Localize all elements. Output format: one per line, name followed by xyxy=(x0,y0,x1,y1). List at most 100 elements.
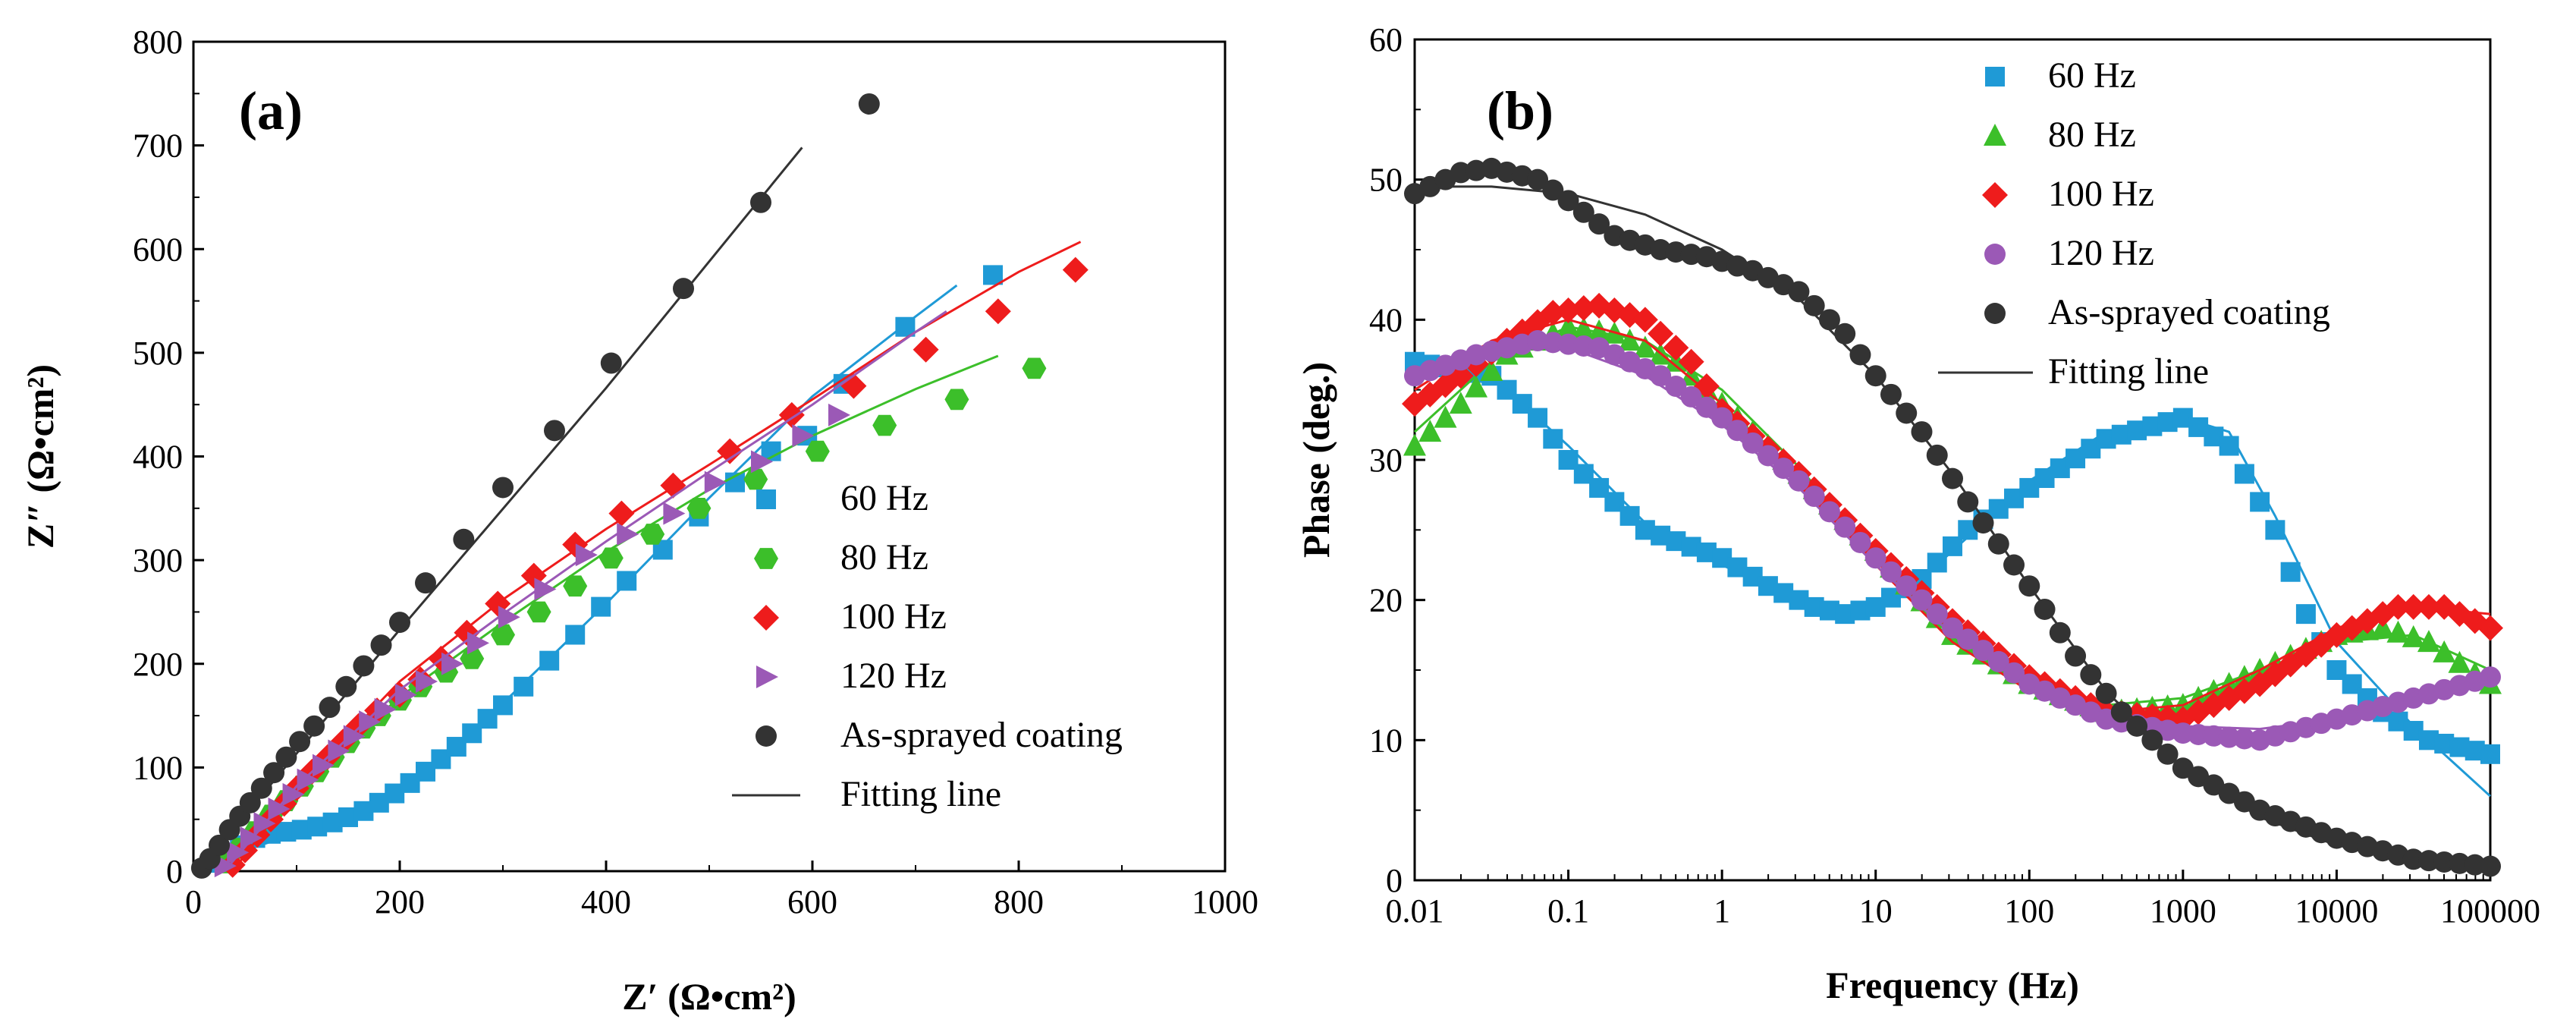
data-point xyxy=(289,731,311,753)
data-point xyxy=(2003,662,2025,684)
data-point xyxy=(1880,383,1902,405)
y-tick-label: 500 xyxy=(133,335,183,372)
data-point xyxy=(2449,852,2471,874)
x-tick-label: 0.1 xyxy=(1547,892,1589,930)
data-point xyxy=(491,624,515,646)
data-point xyxy=(2218,726,2240,748)
data-point xyxy=(275,746,297,768)
data-point xyxy=(1555,297,1582,324)
series-4 xyxy=(1404,157,2501,877)
y-tick-label: 300 xyxy=(133,542,183,579)
legend-marker xyxy=(756,725,777,747)
data-point xyxy=(227,841,250,864)
data-point xyxy=(2295,604,2316,625)
data-point xyxy=(751,450,773,474)
data-point xyxy=(1557,314,1580,337)
data-point xyxy=(1663,335,1689,361)
y-tick-label: 800 xyxy=(133,24,183,61)
legend-label: Fitting line xyxy=(2048,351,2209,392)
data-point xyxy=(2003,554,2025,576)
legend-marker xyxy=(753,605,779,631)
y-tick-label: 100 xyxy=(133,749,183,786)
data-point xyxy=(750,191,771,213)
data-point xyxy=(493,695,513,716)
data-point xyxy=(2415,593,2442,620)
data-point xyxy=(1465,375,1488,398)
data-point xyxy=(415,572,436,594)
data-point xyxy=(1926,603,1948,625)
data-point xyxy=(1987,650,2009,672)
legend-label: 120 Hz xyxy=(2048,233,2154,273)
data-point xyxy=(704,470,727,494)
data-point xyxy=(1542,332,1564,354)
data-point xyxy=(2157,743,2179,765)
y-tick-label: 200 xyxy=(133,646,183,683)
data-point xyxy=(944,389,969,411)
data-point xyxy=(319,697,341,719)
data-point xyxy=(565,625,586,645)
data-point xyxy=(563,575,588,597)
data-point xyxy=(1618,329,1641,351)
data-point xyxy=(2433,640,2456,662)
data-point xyxy=(1695,396,1717,418)
fit-line xyxy=(223,310,947,872)
data-point xyxy=(2110,701,2132,723)
x-tick-label: 1000 xyxy=(2150,892,2216,930)
data-point xyxy=(1957,491,1979,513)
data-point xyxy=(2400,593,2427,620)
y-tick-label: 30 xyxy=(1369,442,1403,479)
data-point xyxy=(1650,365,1672,387)
data-point xyxy=(1972,640,1994,662)
data-point xyxy=(2480,855,2501,877)
x-axis-label: Frequency (Hz) xyxy=(1826,964,2079,1006)
data-point xyxy=(2480,744,2500,764)
data-point xyxy=(617,571,637,591)
data-point xyxy=(2034,598,2056,620)
data-point xyxy=(1726,420,1748,442)
data-point xyxy=(872,414,897,436)
legend-label: 60 Hz xyxy=(840,478,928,518)
y-tick-label: 0 xyxy=(1386,862,1403,899)
data-point xyxy=(1773,458,1795,480)
series-3 xyxy=(214,310,947,878)
data-point xyxy=(268,798,291,821)
fit-line xyxy=(1415,185,2491,867)
data-point xyxy=(282,782,305,806)
data-point xyxy=(460,648,485,669)
data-point xyxy=(575,543,598,567)
data-point xyxy=(370,634,392,656)
data-point xyxy=(2126,715,2148,737)
y-tick-label: 60 xyxy=(1369,21,1403,58)
fit-line xyxy=(1414,360,2492,798)
data-point xyxy=(303,715,325,737)
legend-marker xyxy=(1984,303,2006,324)
x-tick-label: 1 xyxy=(1714,892,1730,930)
data-point xyxy=(686,498,712,519)
data-point xyxy=(1834,323,1856,345)
x-tick-label: 0 xyxy=(185,883,202,920)
data-point xyxy=(1803,486,1825,508)
data-point xyxy=(2417,850,2439,872)
data-point xyxy=(416,669,438,693)
data-point xyxy=(1880,561,1902,583)
data-point xyxy=(453,528,475,550)
data-point xyxy=(1834,516,1856,538)
data-point xyxy=(1911,421,1933,443)
data-point xyxy=(2448,650,2471,673)
data-point xyxy=(335,675,357,697)
x-tick-label: 800 xyxy=(994,883,1044,920)
data-point xyxy=(1911,589,1933,611)
legend-label: 80 Hz xyxy=(840,537,928,577)
data-point xyxy=(526,601,551,623)
data-point xyxy=(1528,408,1548,428)
legend-marker xyxy=(1984,124,2006,146)
data-point xyxy=(1527,330,1549,352)
data-point xyxy=(1788,281,1810,303)
data-point xyxy=(913,336,939,363)
data-point xyxy=(2049,621,2071,644)
data-point xyxy=(374,697,397,721)
data-point xyxy=(2203,725,2225,747)
data-point xyxy=(1557,333,1579,355)
data-point xyxy=(858,93,880,115)
data-point xyxy=(1540,300,1566,326)
